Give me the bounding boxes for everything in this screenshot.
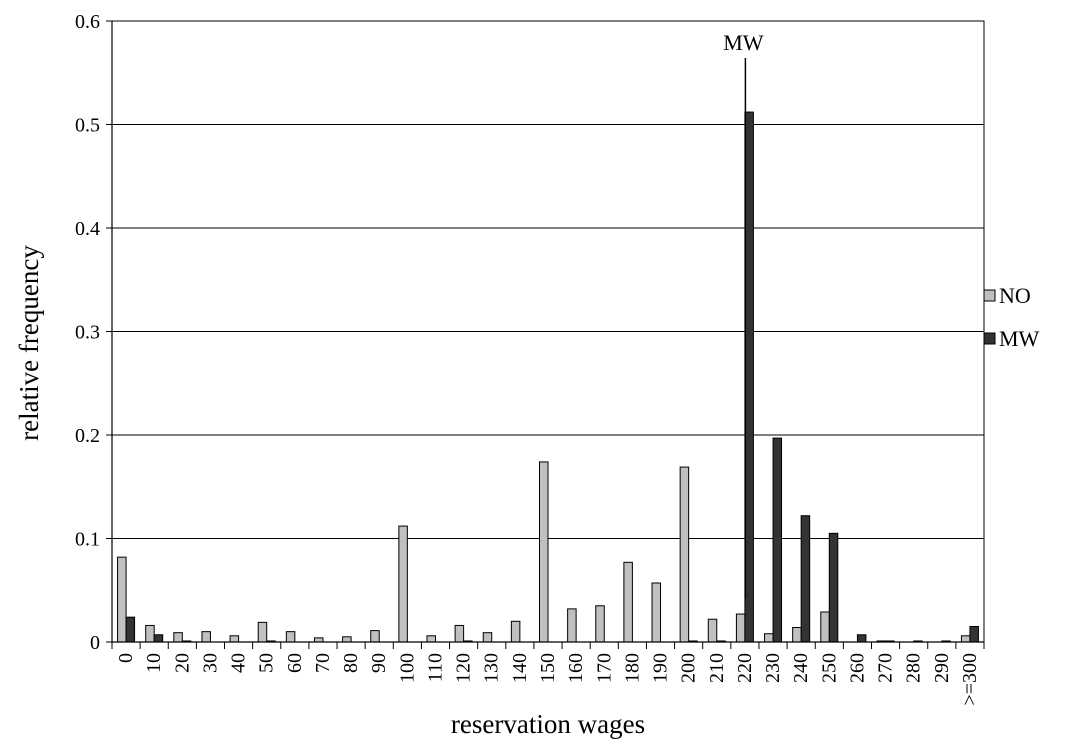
legend-label-no: NO	[999, 283, 1031, 308]
x-tick-label: 250	[818, 653, 840, 683]
bar-no-4	[229, 635, 240, 643]
x-tick-label: 200	[678, 653, 700, 683]
bar-no-19	[651, 582, 662, 643]
x-tick-label: 60	[284, 653, 306, 673]
bar-mw-24	[800, 515, 811, 643]
bar-no-16	[567, 608, 577, 643]
bar-mw-25	[828, 532, 839, 643]
x-tick-label: 230	[762, 653, 784, 683]
bar-mw-23	[772, 437, 783, 643]
legend: NO MW	[983, 283, 1040, 351]
x-tick-label: 210	[706, 653, 728, 683]
y-tick-label: 0.3	[75, 322, 100, 344]
bar-no-10	[398, 525, 408, 643]
y-tick-label: 0.6	[75, 11, 100, 33]
bar-no-21	[707, 618, 718, 643]
bar-no-24	[792, 627, 802, 643]
x-tick-label: 220	[734, 653, 756, 683]
x-tick-label: 20	[171, 653, 193, 673]
x-tick-label: 110	[424, 653, 446, 682]
bar-no-20	[679, 466, 690, 643]
x-tick-label: 140	[509, 653, 531, 683]
y-tick-label: 0.5	[75, 115, 100, 137]
x-tick-label: 270	[875, 653, 897, 683]
bar-no-12	[454, 624, 465, 643]
x-tick-label: 120	[453, 653, 475, 683]
y-tick-label: 0.4	[75, 218, 100, 240]
bar-no-3	[201, 631, 211, 643]
x-tick-label: 50	[256, 653, 278, 673]
bar-no-6	[285, 631, 296, 643]
x-tick-label: 260	[846, 653, 868, 683]
bar-mw-26	[856, 634, 867, 643]
x-tick-label: 40	[228, 653, 250, 673]
bar-mw-22	[744, 111, 754, 643]
bar-no-2	[173, 632, 183, 643]
axes	[106, 20, 985, 649]
x-tick-label: 240	[790, 653, 812, 683]
legend-swatch-mw	[983, 332, 996, 345]
y-tick-label: 0.1	[75, 529, 100, 551]
x-tick-label: 10	[143, 653, 165, 673]
x-tick-label: 80	[340, 653, 362, 673]
annotation-label: MW	[723, 30, 764, 55]
x-tick-label: 90	[368, 653, 390, 673]
bar-no-14	[510, 620, 521, 643]
x-tick-label: 190	[650, 653, 672, 683]
bar-mw-0	[125, 616, 136, 643]
bar-no-7	[313, 637, 324, 643]
legend-label-mw: MW	[999, 326, 1040, 351]
y-tick-label: 0	[90, 632, 100, 654]
x-tick-label: 70	[312, 653, 334, 673]
grid-lines	[112, 20, 984, 539]
x-tick-label: 290	[931, 653, 953, 683]
annotation: MW	[723, 30, 764, 599]
bar-no-18	[623, 561, 633, 643]
x-tick-label: 30	[199, 653, 221, 673]
bar-no-23	[764, 633, 774, 643]
x-tick-label: 160	[565, 653, 587, 683]
x-tick-label: 0	[115, 653, 137, 663]
x-tick-labels: 0 10 20 30 40 50 60 70 80 90 100 110 120 130 140 150 160…	[115, 653, 981, 706]
bar-no-11	[426, 635, 436, 643]
bar-no-9	[370, 630, 380, 643]
x-axis-title: reservation wages	[451, 709, 645, 739]
x-tick-label: 180	[621, 653, 643, 683]
y-axis-title: relative frequency	[14, 245, 44, 441]
bar-no-0	[117, 556, 127, 643]
bar-no-13	[482, 632, 493, 643]
bar-no-5	[257, 621, 268, 643]
x-tick-label: 280	[903, 653, 925, 683]
bar-no-25	[820, 611, 830, 643]
x-tick-label: >=300	[959, 653, 981, 706]
bar-no-22	[735, 613, 746, 643]
y-tick-label: 0.2	[75, 425, 100, 447]
bar-no-17	[595, 605, 605, 643]
x-tick-label: 150	[537, 653, 559, 683]
bar-no-30	[960, 635, 971, 643]
bar-no-8	[342, 636, 352, 643]
x-tick-label: 130	[481, 653, 503, 683]
bars	[117, 111, 979, 643]
x-tick-label: 170	[593, 653, 615, 683]
x-tick-label: 100	[396, 653, 418, 683]
bar-no-15	[539, 461, 549, 643]
bar-mw-30	[969, 625, 979, 643]
bar-no-1	[145, 624, 155, 643]
bar-mw-1	[153, 634, 164, 643]
legend-swatch-no	[983, 289, 996, 302]
y-tick-labels: 0 0.1 0.2 0.3 0.4 0.5 0.6	[75, 11, 100, 654]
